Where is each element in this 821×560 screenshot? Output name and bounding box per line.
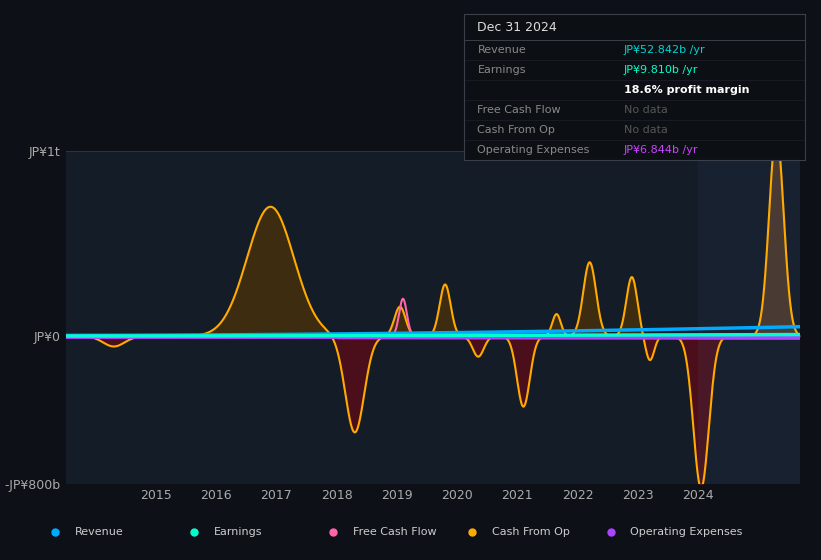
Text: Free Cash Flow: Free Cash Flow — [353, 528, 436, 538]
Text: Revenue: Revenue — [478, 45, 526, 55]
Text: JP¥52.842b /yr: JP¥52.842b /yr — [624, 45, 705, 55]
Text: No data: No data — [624, 125, 667, 135]
Text: JP¥9.810b /yr: JP¥9.810b /yr — [624, 65, 699, 75]
Text: Earnings: Earnings — [213, 528, 262, 538]
Text: Cash From Op: Cash From Op — [492, 528, 570, 538]
Text: Earnings: Earnings — [478, 65, 526, 75]
Text: Dec 31 2024: Dec 31 2024 — [478, 21, 557, 34]
Text: No data: No data — [624, 105, 667, 115]
Text: Operating Expenses: Operating Expenses — [478, 144, 589, 155]
Bar — [698, 151, 800, 484]
Text: Free Cash Flow: Free Cash Flow — [478, 105, 561, 115]
Text: Operating Expenses: Operating Expenses — [631, 528, 743, 538]
Text: Cash From Op: Cash From Op — [478, 125, 555, 135]
Text: Revenue: Revenue — [75, 528, 123, 538]
Text: JP¥6.844b /yr: JP¥6.844b /yr — [624, 144, 699, 155]
Text: 18.6% profit margin: 18.6% profit margin — [624, 85, 750, 95]
